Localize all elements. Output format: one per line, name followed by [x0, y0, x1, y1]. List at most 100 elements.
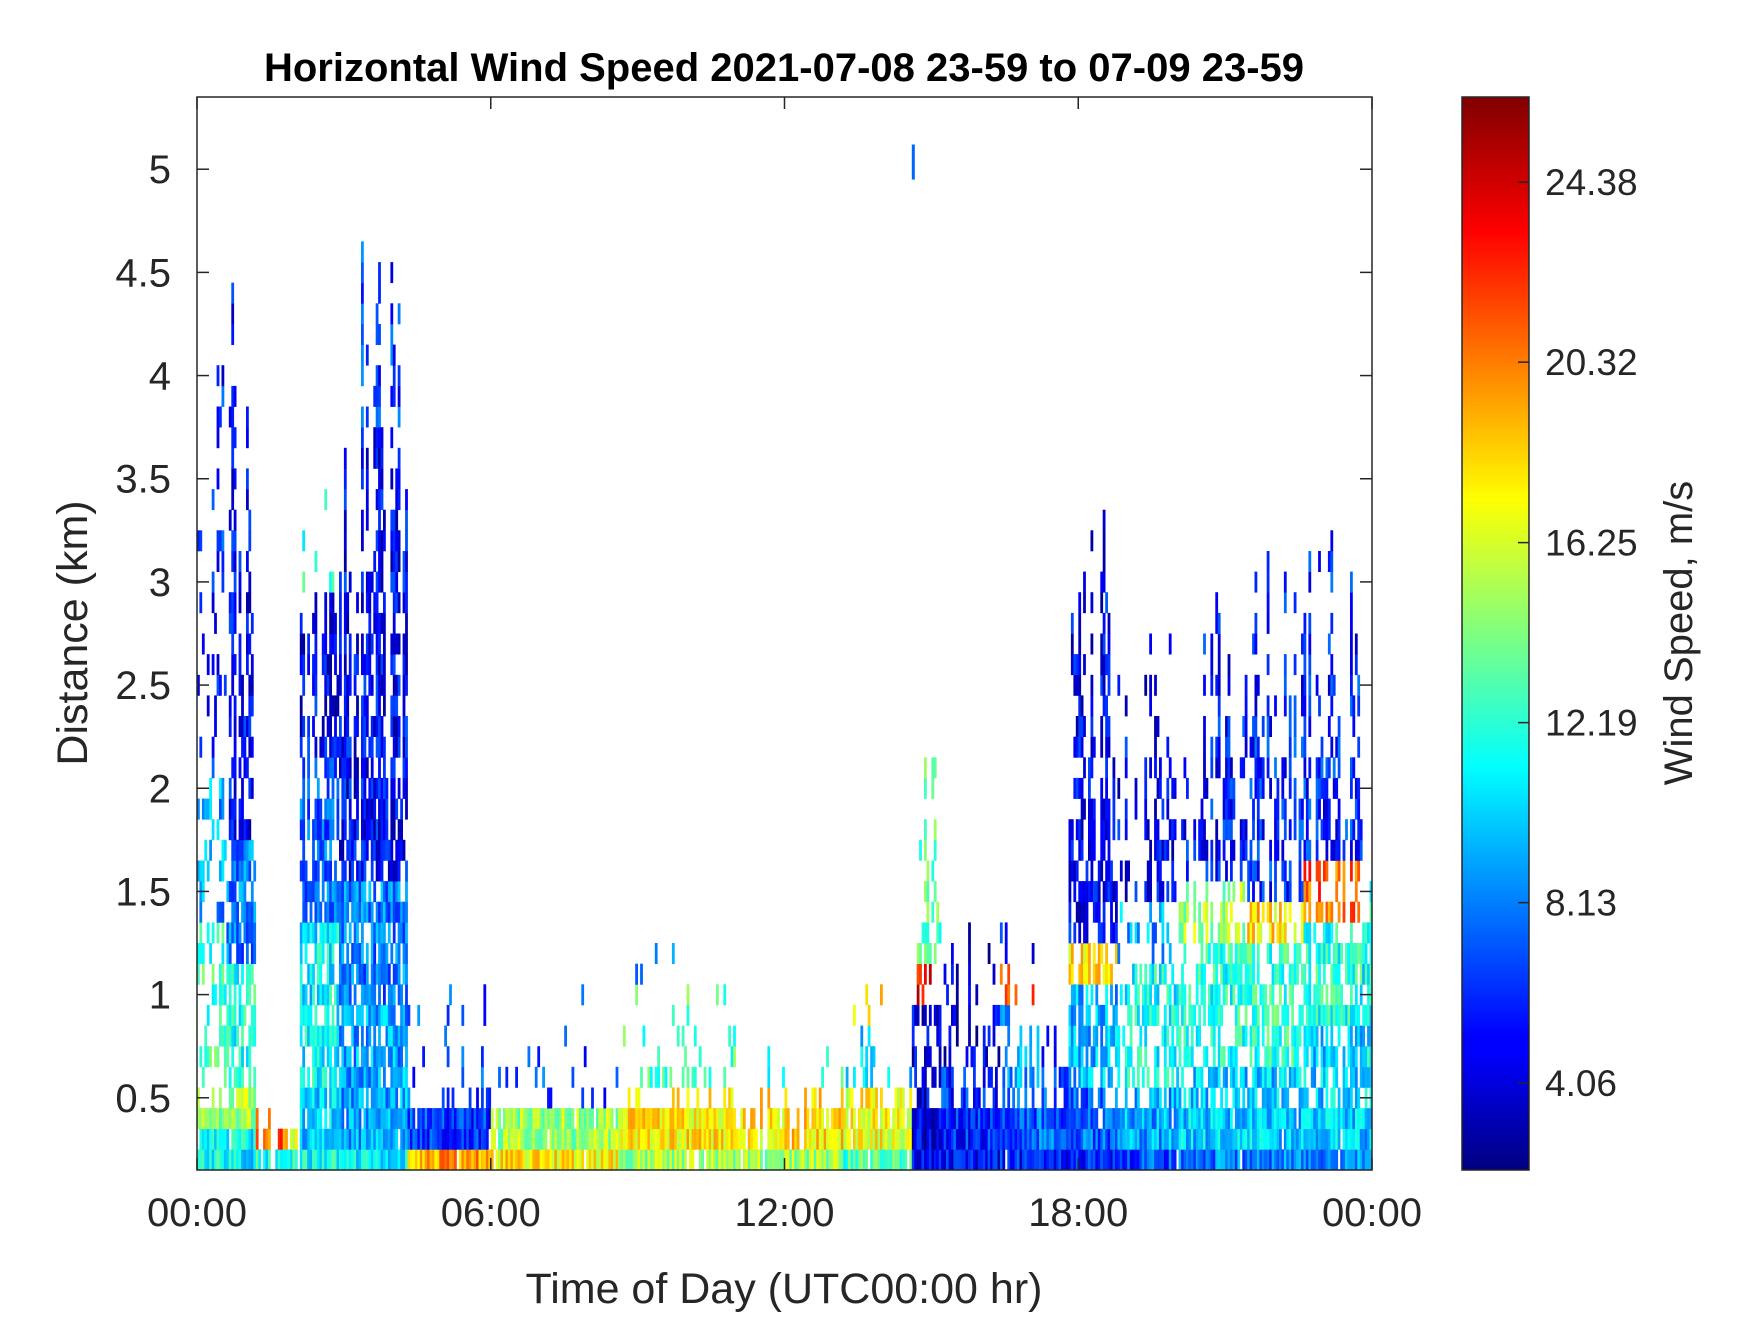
heatmap-cell — [351, 943, 354, 964]
heatmap-cell — [395, 1046, 399, 1068]
heatmap-cell — [370, 736, 374, 758]
heatmap-cell — [938, 1046, 942, 1068]
heatmap-cell — [1256, 901, 1260, 923]
heatmap-cell — [1350, 963, 1353, 985]
heatmap-cell — [1070, 963, 1074, 985]
heatmap-cell — [1225, 1149, 1228, 1170]
heatmap-cell — [380, 468, 384, 490]
heatmap-cell — [652, 1108, 656, 1130]
heatmap-cell — [1256, 1108, 1260, 1130]
heatmap-cell — [1080, 1004, 1084, 1026]
heatmap-cell — [1305, 1025, 1309, 1047]
heatmap-cell — [813, 1108, 817, 1130]
heatmap-cell — [542, 1066, 545, 1088]
heatmap-cell — [1325, 1025, 1329, 1047]
heatmap-cell — [1181, 1128, 1184, 1150]
heatmap-cell — [1198, 963, 1201, 985]
heatmap-cell — [662, 1066, 665, 1088]
heatmap-cell — [250, 1128, 254, 1150]
heatmap-cell — [1244, 819, 1248, 841]
heatmap-cell — [370, 1066, 374, 1088]
heatmap-cell — [361, 509, 364, 531]
heatmap-cell — [1073, 922, 1077, 944]
heatmap-cell — [341, 777, 345, 799]
heatmap-cell — [461, 1149, 465, 1170]
heatmap-cell — [1210, 1087, 1214, 1109]
heatmap-cell — [1070, 1108, 1074, 1130]
heatmap-cell — [312, 1149, 315, 1170]
heatmap-cell — [1100, 798, 1104, 820]
heatmap-cell — [850, 1149, 854, 1170]
heatmap-cell — [943, 1128, 947, 1150]
heatmap-cell — [1227, 757, 1231, 779]
heatmap-cell — [387, 860, 391, 882]
heatmap-cell — [199, 1108, 203, 1130]
heatmap-cell — [346, 1004, 350, 1026]
heatmap-cell — [397, 1149, 401, 1170]
heatmap-cell — [1210, 1149, 1214, 1170]
heatmap-cell — [1129, 1149, 1133, 1170]
heatmap-cell — [402, 1108, 406, 1130]
heatmap-cell — [1354, 1128, 1358, 1150]
heatmap-cell — [390, 881, 394, 903]
heatmap-cell — [1308, 654, 1312, 676]
heatmap-cell — [924, 819, 927, 841]
heatmap-cell — [919, 963, 922, 985]
heatmap-cell — [1208, 1004, 1211, 1026]
heatmap-cell — [745, 1149, 749, 1170]
heatmap-cell — [728, 1128, 731, 1150]
heatmap-cell — [960, 1128, 964, 1150]
heatmap-cell — [400, 1108, 403, 1130]
heatmap-cell — [390, 839, 394, 861]
heatmap-cell — [1186, 839, 1189, 861]
heatmap-cell — [1205, 1108, 1209, 1130]
heatmap-cell — [603, 1149, 607, 1170]
heatmap-cell — [246, 839, 249, 861]
heatmap-cell — [387, 839, 391, 861]
heatmap-cell — [1269, 1046, 1272, 1068]
heatmap-cell — [931, 1066, 935, 1088]
heatmap-cell — [226, 922, 230, 944]
heatmap-cell — [1163, 1128, 1167, 1150]
heatmap-cell — [1293, 777, 1297, 799]
heatmap-cell — [1210, 922, 1214, 944]
heatmap-cell — [1330, 1004, 1334, 1026]
heatmap-cell — [446, 1149, 450, 1170]
heatmap-cell — [339, 1149, 342, 1170]
heatmap-cell — [943, 1108, 947, 1130]
heatmap-cell — [1078, 819, 1082, 841]
heatmap-cell — [1359, 1128, 1363, 1150]
heatmap-cell — [226, 943, 230, 964]
heatmap-cell — [216, 1149, 220, 1170]
heatmap-cell — [1310, 1004, 1314, 1026]
heatmap-cell — [365, 839, 369, 861]
heatmap-cell — [520, 1128, 523, 1150]
heatmap-cell — [250, 901, 254, 923]
heatmap-cell — [1039, 1128, 1042, 1150]
heatmap-cell — [1247, 881, 1250, 903]
heatmap-cell — [329, 1025, 332, 1047]
heatmap-cell — [246, 551, 249, 572]
heatmap-cell — [1308, 860, 1312, 882]
heatmap-cell — [1335, 1046, 1339, 1068]
heatmap-cell — [324, 489, 328, 511]
heatmap-cell — [951, 1108, 954, 1130]
heatmap-cell — [1075, 1149, 1079, 1170]
heatmap-cell — [233, 963, 237, 985]
heatmap-cell — [933, 1149, 937, 1170]
heatmap-cell — [329, 943, 332, 964]
heatmap-cell — [471, 1108, 474, 1130]
heatmap-cell — [1105, 984, 1108, 1006]
heatmap-cell — [236, 901, 239, 923]
heatmap-cell — [933, 1108, 937, 1130]
heatmap-cell — [1095, 963, 1099, 985]
heatmap-cell — [238, 674, 242, 696]
heatmap-cell — [321, 860, 325, 882]
heatmap-cell — [1254, 901, 1258, 923]
heatmap-cell — [365, 571, 369, 593]
heatmap-cell — [1046, 1025, 1050, 1047]
heatmap-cell — [1222, 839, 1226, 861]
heatmap-cell — [1308, 901, 1312, 923]
heatmap-cell — [1017, 1108, 1020, 1130]
heatmap-cell — [1337, 736, 1341, 758]
